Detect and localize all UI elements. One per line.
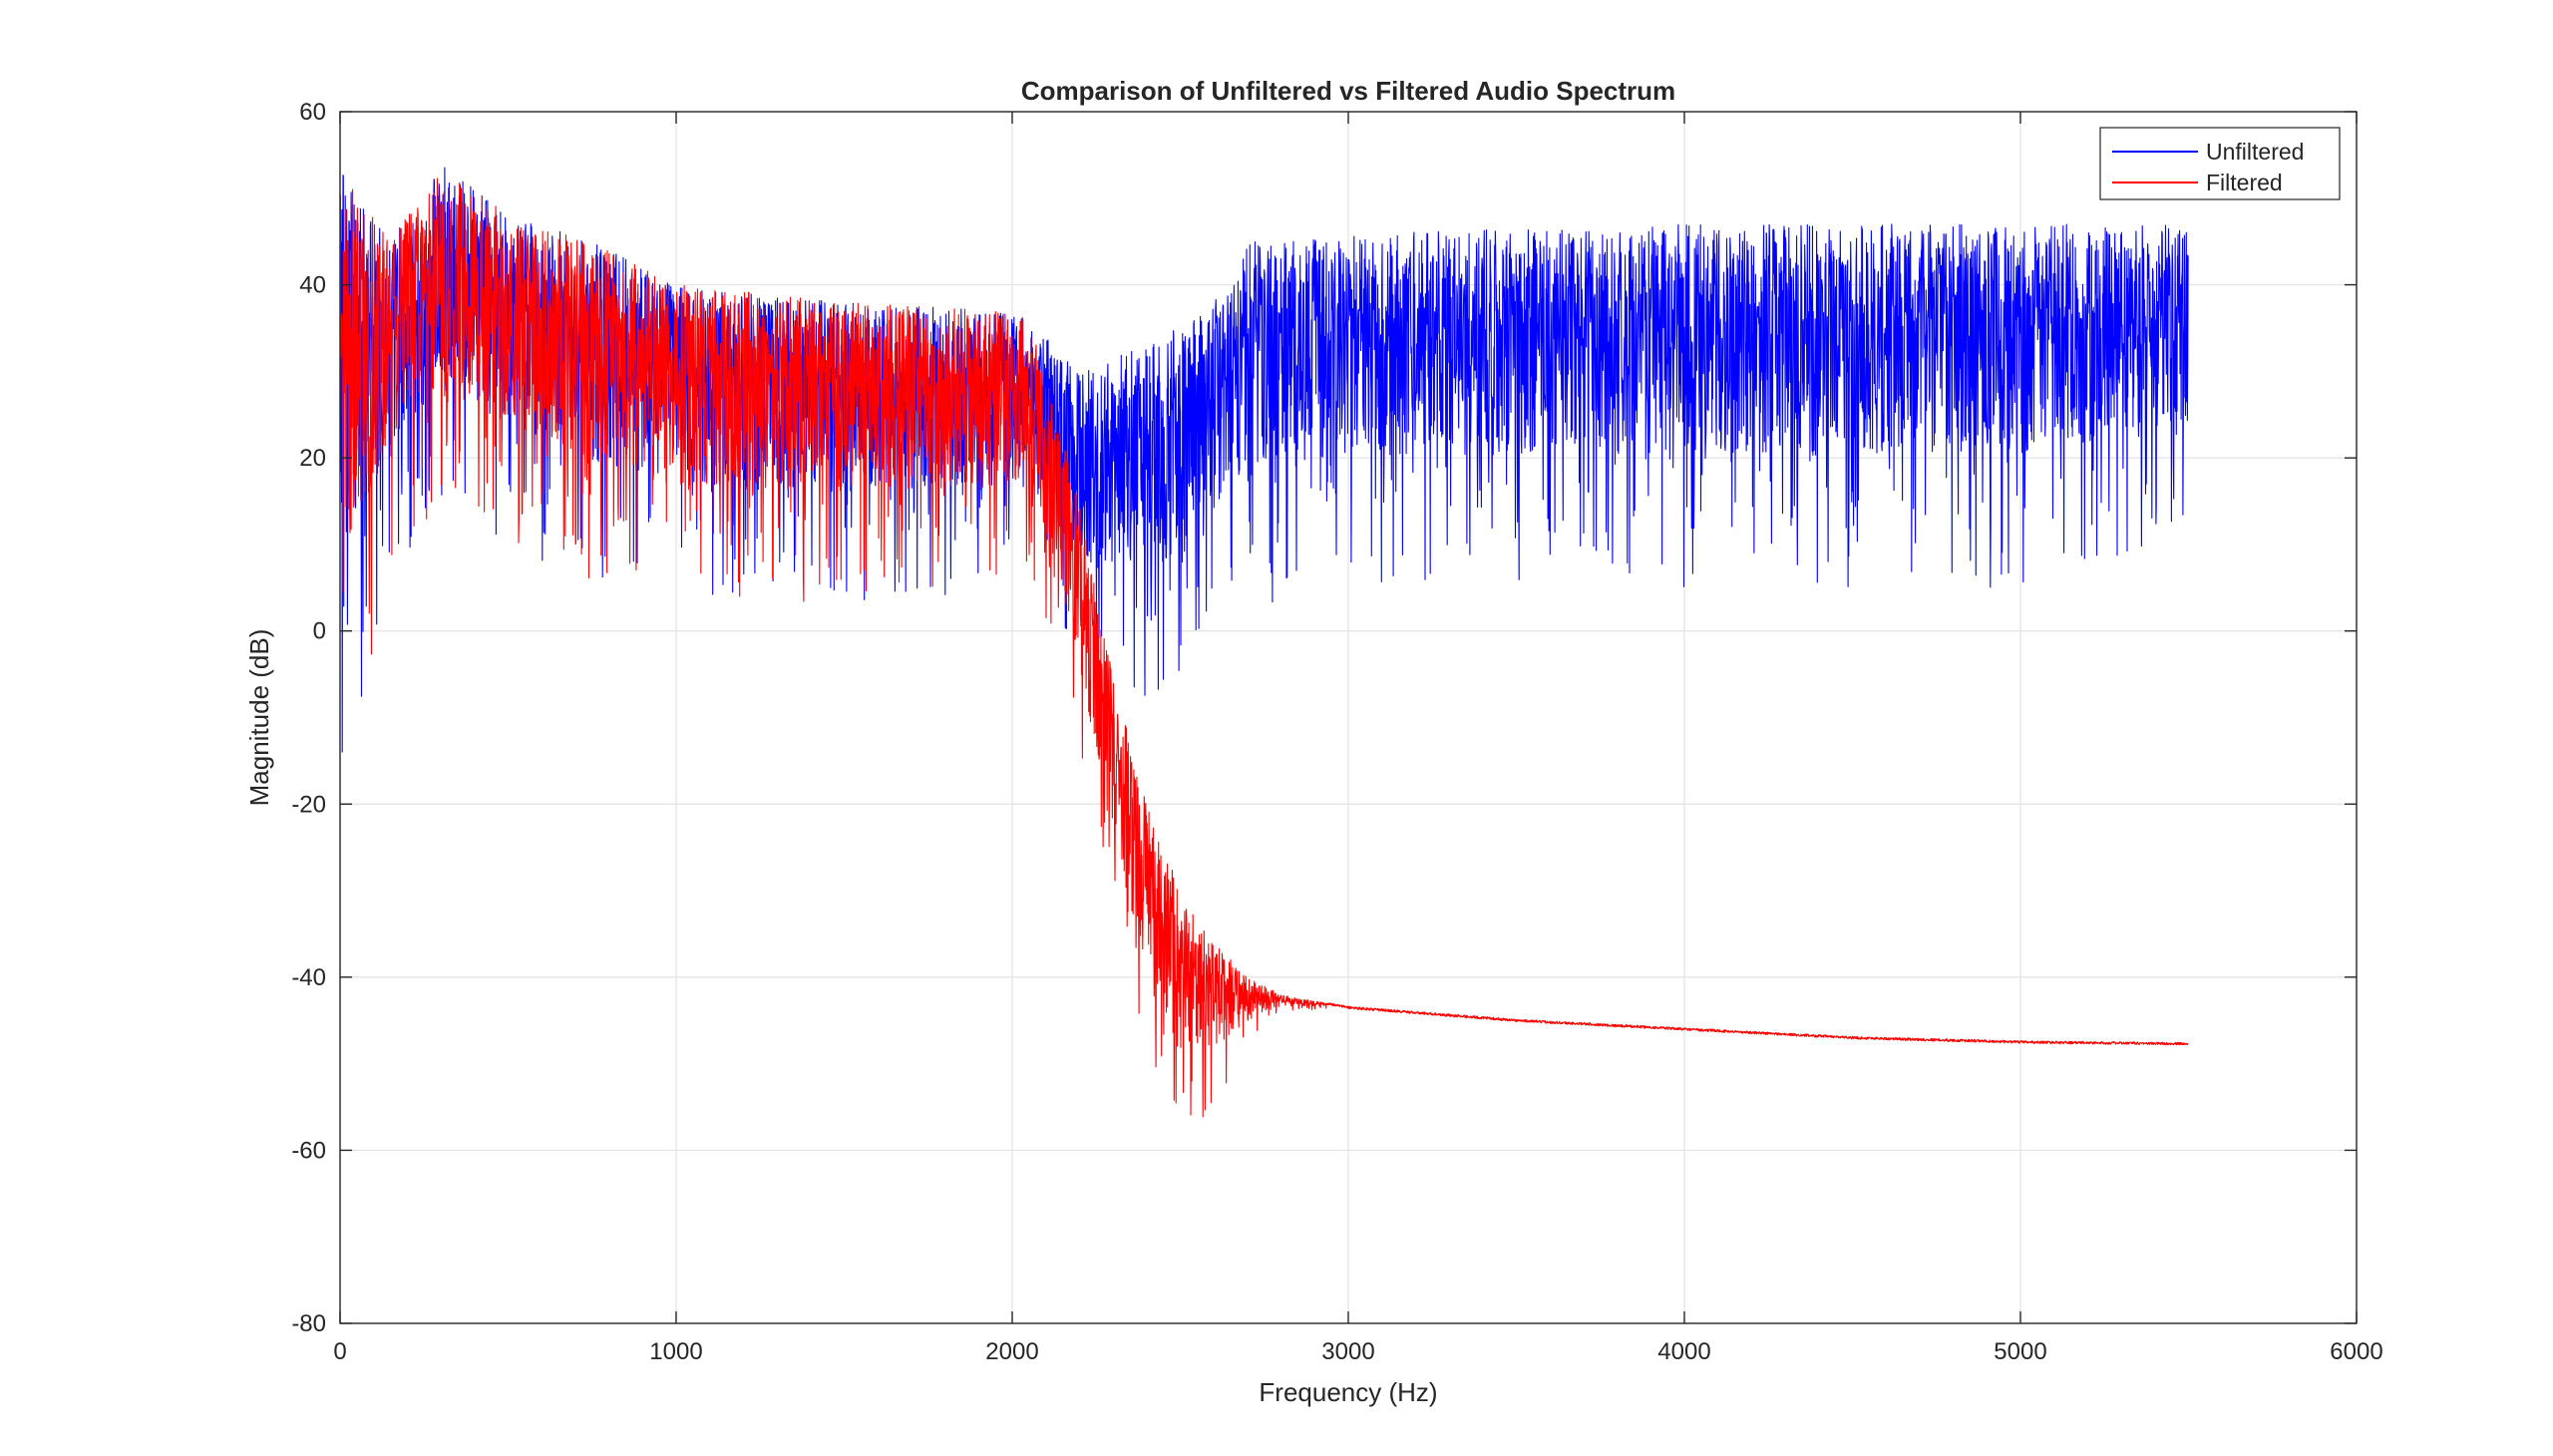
y-tick-label: 60 xyxy=(299,99,326,126)
x-tick-label: 0 xyxy=(333,1338,346,1365)
legend-label-unfiltered: Unfiltered xyxy=(2206,139,2304,165)
x-tick-label: 5000 xyxy=(1994,1338,2046,1365)
y-tick-label: -80 xyxy=(291,1310,326,1337)
x-tick-label: 3000 xyxy=(1321,1338,1374,1365)
x-tick-label: 4000 xyxy=(1657,1338,1710,1365)
x-tick-label: 1000 xyxy=(649,1338,702,1365)
legend-label-filtered: Filtered xyxy=(2206,170,2283,195)
series-layer xyxy=(340,167,2189,1118)
x-axis-label: Frequency (Hz) xyxy=(1259,1377,1437,1407)
legend-box xyxy=(2099,127,2341,200)
x-tick-label: 2000 xyxy=(985,1338,1038,1365)
y-tick-label: -20 xyxy=(291,791,326,818)
y-tick-label: -60 xyxy=(291,1137,326,1164)
legend: Unfiltered Filtered xyxy=(2099,127,2341,200)
chart-title: Comparison of Unfiltered vs Filtered Aud… xyxy=(1021,76,1675,106)
y-axis-label: Magnitude (dB) xyxy=(244,629,274,807)
ticks: 0 1000 2000 3000 4000 5000 6000 -80 -60 -40 -20 0 20… xyxy=(291,99,2382,1365)
y-tick-label: -40 xyxy=(291,964,326,991)
series-line-filtered xyxy=(340,178,2189,1118)
y-tick-label: 0 xyxy=(313,618,326,645)
y-tick-label: 20 xyxy=(299,445,326,472)
x-tick-label: 6000 xyxy=(2330,1338,2382,1365)
y-tick-label: 40 xyxy=(299,272,326,299)
